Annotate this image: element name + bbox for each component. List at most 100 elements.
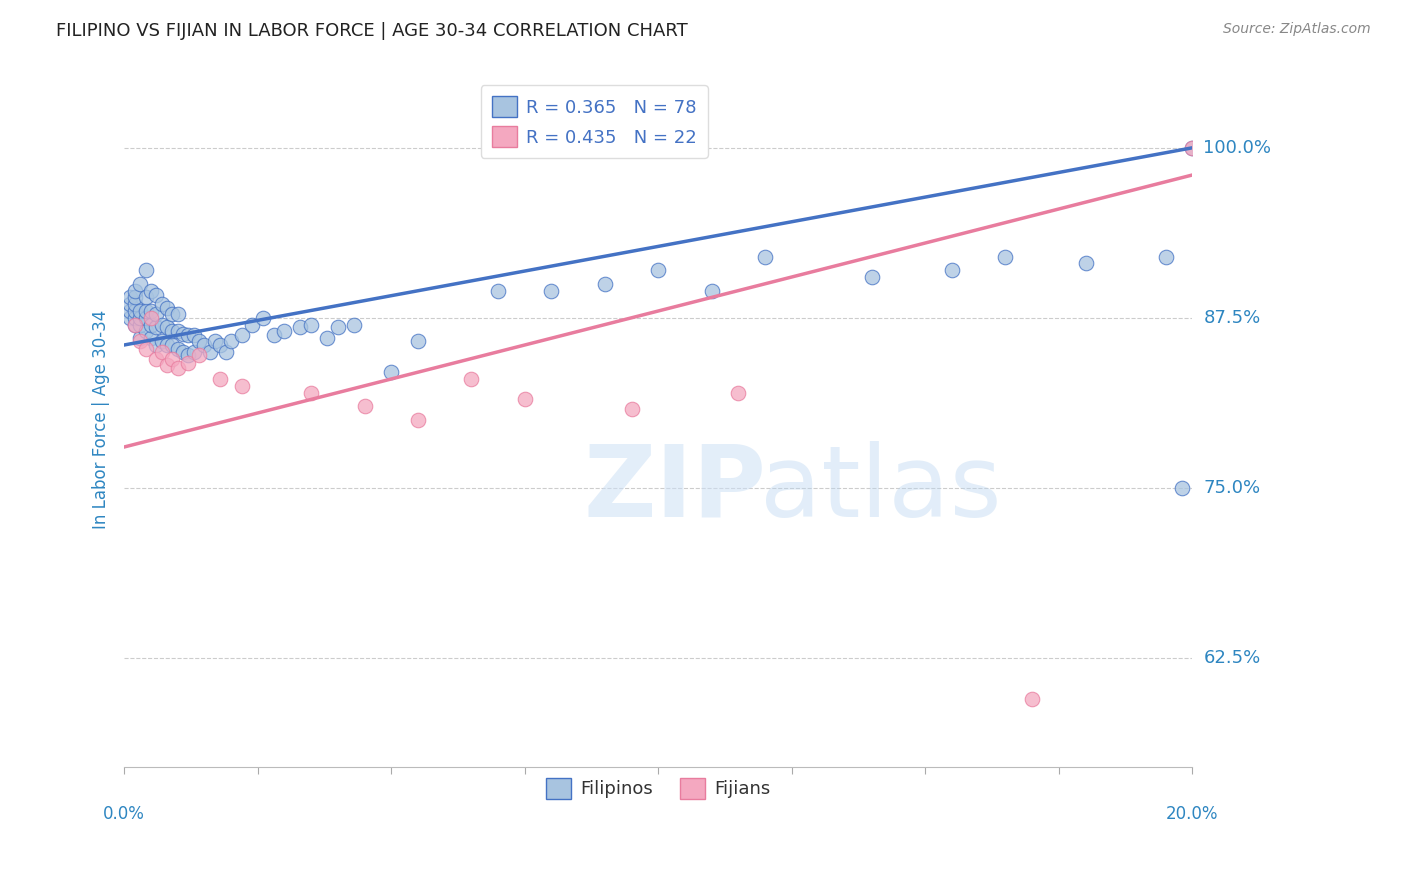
Point <box>700 284 723 298</box>
Point <box>162 307 184 321</box>
Point <box>188 347 211 361</box>
Point <box>118 304 141 318</box>
Point <box>139 318 162 332</box>
Point <box>139 310 162 325</box>
Point <box>162 338 184 352</box>
Point <box>209 372 232 386</box>
Point <box>124 284 146 298</box>
Point <box>380 365 402 379</box>
Point <box>193 338 215 352</box>
Point <box>486 284 509 298</box>
Point <box>620 401 643 416</box>
Text: 87.5%: 87.5% <box>1204 309 1261 326</box>
Point <box>941 263 963 277</box>
Point <box>166 307 188 321</box>
Point <box>135 304 157 318</box>
Point <box>129 310 152 325</box>
Point <box>162 325 184 339</box>
Point <box>219 334 242 348</box>
Point <box>129 334 152 348</box>
Point <box>540 284 562 298</box>
Point <box>145 338 167 352</box>
Point <box>162 351 184 366</box>
Point <box>118 310 141 325</box>
Point <box>129 304 152 318</box>
Point <box>135 342 157 356</box>
Point <box>135 310 157 325</box>
Point <box>252 310 274 325</box>
Point <box>150 318 173 332</box>
Point <box>118 297 141 311</box>
Point <box>299 318 322 332</box>
Point <box>727 385 749 400</box>
Point <box>172 327 194 342</box>
Point <box>124 310 146 325</box>
Point <box>183 328 205 343</box>
Point <box>156 320 179 334</box>
Point <box>231 378 253 392</box>
Text: 62.5%: 62.5% <box>1204 648 1261 667</box>
Point <box>156 301 179 316</box>
Point <box>177 328 200 343</box>
Point <box>1021 691 1043 706</box>
Point <box>118 290 141 304</box>
Point <box>343 318 366 332</box>
Point <box>150 297 173 311</box>
Point <box>129 277 152 291</box>
Point <box>150 344 173 359</box>
Point <box>754 250 776 264</box>
Point <box>215 344 238 359</box>
Point <box>188 334 211 348</box>
Text: 0.0%: 0.0% <box>103 805 145 823</box>
Point <box>129 331 152 345</box>
Y-axis label: In Labor Force | Age 30-34: In Labor Force | Age 30-34 <box>93 310 110 530</box>
Point <box>1170 481 1192 495</box>
Text: atlas: atlas <box>759 441 1001 538</box>
Point <box>1181 141 1204 155</box>
Point <box>145 287 167 301</box>
Point <box>1074 256 1097 270</box>
Text: ZIP: ZIP <box>583 441 766 538</box>
Point <box>124 290 146 304</box>
Point <box>135 325 157 339</box>
Point <box>156 338 179 352</box>
Point <box>139 331 162 345</box>
Point <box>1154 250 1177 264</box>
Legend: Filipinos, Fijians: Filipinos, Fijians <box>538 771 778 806</box>
Point <box>204 334 226 348</box>
Point <box>156 359 179 373</box>
Point <box>460 372 482 386</box>
Point <box>231 328 253 343</box>
Point <box>326 320 349 334</box>
Point <box>1181 141 1204 155</box>
Point <box>124 318 146 332</box>
Point <box>994 250 1017 264</box>
Point <box>209 338 232 352</box>
Point <box>406 413 429 427</box>
Point <box>198 344 221 359</box>
Point <box>242 318 264 332</box>
Point <box>406 334 429 348</box>
Point <box>263 328 285 343</box>
Point <box>860 270 883 285</box>
Text: 75.0%: 75.0% <box>1204 479 1261 497</box>
Point <box>135 263 157 277</box>
Point <box>177 356 200 370</box>
Point <box>124 304 146 318</box>
Point <box>166 325 188 339</box>
Point <box>273 325 295 339</box>
Point <box>135 290 157 304</box>
Point <box>172 344 194 359</box>
Point <box>150 334 173 348</box>
Point <box>353 399 375 413</box>
Point <box>183 344 205 359</box>
Point <box>647 263 669 277</box>
Text: FILIPINO VS FIJIAN IN LABOR FORCE | AGE 30-34 CORRELATION CHART: FILIPINO VS FIJIAN IN LABOR FORCE | AGE … <box>56 22 688 40</box>
Point <box>593 277 616 291</box>
Point <box>316 331 339 345</box>
Text: 20.0%: 20.0% <box>1166 805 1219 823</box>
Point <box>166 361 188 376</box>
Point <box>166 342 188 356</box>
Point <box>299 385 322 400</box>
Point <box>139 304 162 318</box>
